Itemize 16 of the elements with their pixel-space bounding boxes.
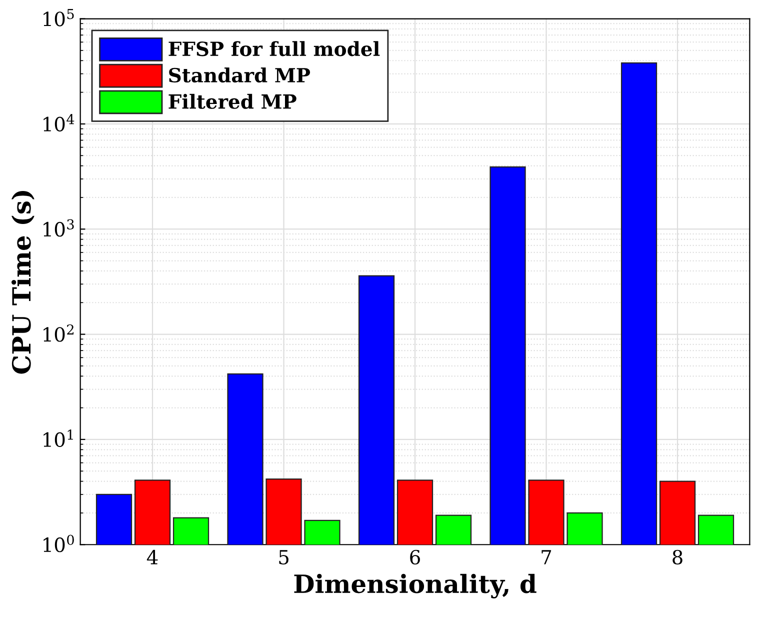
y-axis-title: CPU Time (s)	[11, 191, 34, 374]
legend-label: Standard MP	[169, 67, 310, 83]
y-tick-label: 10$^{2}$	[44, 324, 74, 342]
x-tick-label: 8	[672, 550, 682, 565]
y-tick-label: 10$^{4}$	[44, 114, 74, 132]
x-tick-label: 5	[279, 550, 288, 565]
y-tick-label: 10$^{0}$	[44, 534, 74, 552]
legend-label: Filtered MP	[168, 94, 296, 109]
x-axis-title: Dimensionality, d	[294, 574, 536, 598]
x-tick-label: 4	[146, 550, 158, 564]
legend-label: FFSP for full model	[168, 41, 380, 56]
y-tick-label: 10$^{1}$	[44, 430, 73, 447]
x-tick-label: 7	[542, 550, 552, 564]
y-tick-label: 10$^{3}$	[44, 219, 74, 237]
x-tick-label: 6	[410, 550, 420, 565]
y-tick-label: 10$^{5}$	[44, 9, 74, 26]
